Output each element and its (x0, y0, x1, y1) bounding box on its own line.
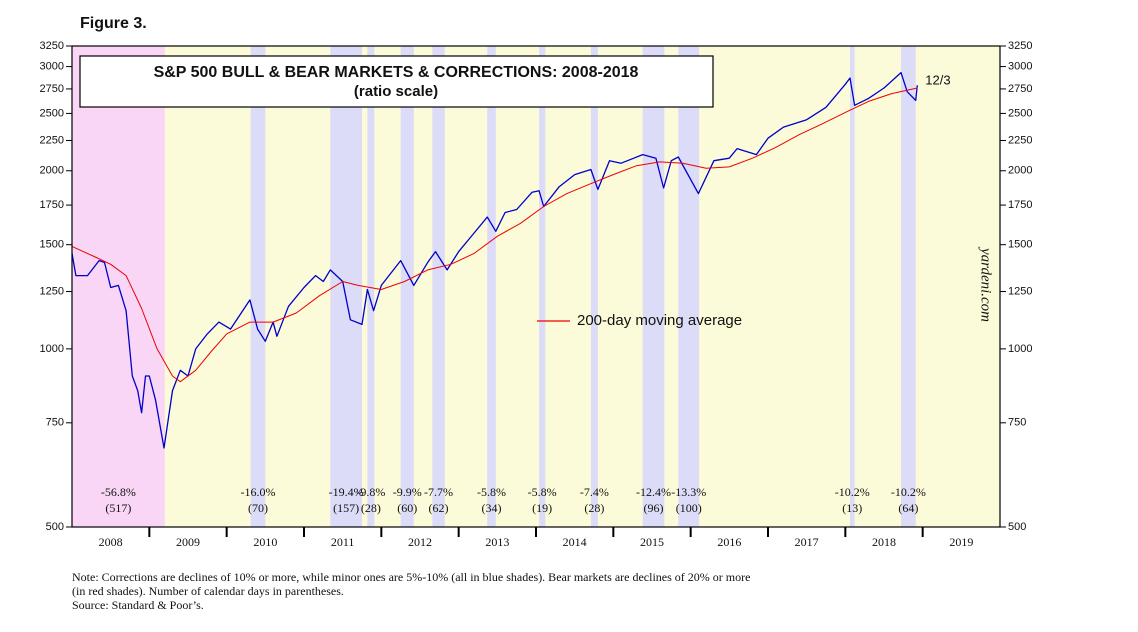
bull-background (72, 46, 1000, 527)
decline-label: -5.8% (528, 485, 557, 499)
days-label: (64) (898, 501, 918, 515)
x-tick-label: 2019 (949, 535, 973, 549)
plot-area: -56.8% (517) -16.0% (70) -19.4% (157) -9.8% (28… (40, 40, 1033, 549)
days-label: (28) (361, 501, 381, 515)
correction-shade (487, 46, 496, 527)
end-label: 12/3 (925, 73, 950, 88)
correction-shade (539, 46, 546, 527)
plot-frame (71, 45, 1001, 528)
y-tick-label: 2250 (40, 134, 64, 146)
days-label: (13) (842, 501, 862, 515)
x-tick-label: 2013 (485, 535, 509, 549)
days-label: (28) (584, 501, 604, 515)
days-label: (96) (644, 501, 664, 515)
y2-tick-label: 2500 (1008, 107, 1032, 119)
days-label: (19) (532, 501, 552, 515)
y2-tick-label: 1250 (1008, 285, 1032, 297)
title-box (79, 55, 714, 108)
correction-shade (250, 46, 266, 527)
y2-tick-label: 2250 (1008, 134, 1032, 146)
decline-label: -9.8% (356, 485, 385, 499)
y2-tick-label: 2750 (1008, 83, 1032, 95)
correction-shade (642, 46, 665, 527)
x-tick-label: 2008 (99, 535, 123, 549)
x-tick-label: 2010 (253, 535, 277, 549)
y-tick-label: 3250 (40, 40, 64, 52)
correction-shade (901, 46, 916, 527)
correction-shade (590, 46, 598, 527)
note: (in red shades). Number of calendar days… (72, 584, 344, 598)
decline-label: -12.4% (636, 485, 671, 499)
days-label: (34) (482, 501, 502, 515)
y2-tick-label: 750 (1008, 417, 1026, 429)
y2-tick-label: 2000 (1008, 165, 1032, 177)
decline-label: -16.0% (240, 485, 275, 499)
y2-tick-label: 3000 (1008, 60, 1032, 72)
y-tick-label: 2750 (40, 83, 64, 95)
correction-shade (849, 46, 855, 527)
decline-label: -19.4% (329, 485, 364, 499)
x-tick-label: 2009 (176, 535, 200, 549)
source-mark: yardeni.com (978, 246, 994, 322)
series-line (71, 87, 918, 383)
y2-tick-label: 1500 (1008, 239, 1032, 251)
x-tick-label: 2012 (408, 535, 432, 549)
y-tick-label: 1250 (40, 285, 64, 297)
correction-shade (367, 46, 375, 527)
decline-label: -5.8% (477, 485, 506, 499)
correction-shade (400, 46, 414, 527)
x-tick-label: 2011 (331, 535, 355, 549)
days-label: (157) (333, 501, 359, 515)
x-tick-label: 2014 (563, 535, 587, 549)
x-tick-label: 2015 (640, 535, 664, 549)
note: Note: Corrections are declines of 10% or… (72, 570, 750, 584)
decline-label: -56.8% (101, 485, 136, 499)
days-label: (100) (676, 501, 702, 515)
y-tick-label: 2500 (40, 107, 64, 119)
days-label: (62) (429, 501, 449, 515)
chart-subtitle: (ratio scale) (354, 83, 438, 100)
series-line (71, 71, 918, 449)
note: Source: Standard & Poor’s. (72, 598, 204, 612)
y-tick-label: 1000 (40, 343, 64, 355)
decline-label: -9.9% (393, 485, 422, 499)
days-label: (70) (248, 501, 268, 515)
correction-shade (678, 46, 700, 527)
x-tick-label: 2018 (872, 535, 896, 549)
x-tick-label: 2017 (795, 535, 819, 549)
y-tick-label: 3000 (40, 60, 64, 72)
correction-shade (330, 46, 362, 527)
days-label: (517) (105, 501, 131, 515)
legend-label: 200-day moving average (577, 312, 742, 329)
y-tick-label: 750 (46, 417, 64, 429)
decline-label: -10.2% (835, 485, 870, 499)
y-tick-label: 1500 (40, 239, 64, 251)
y-tick-label: 2000 (40, 165, 64, 177)
decline-label: -7.4% (580, 485, 609, 499)
decline-label: -7.7% (424, 485, 453, 499)
decline-label: -10.2% (891, 485, 926, 499)
figure-label: Figure 3. (80, 15, 147, 32)
y2-tick-label: 3250 (1008, 40, 1032, 52)
decline-label: -13.3% (671, 485, 706, 499)
y-tick-label: 1750 (40, 199, 64, 211)
y-tick-label: 500 (46, 521, 64, 533)
y2-tick-label: 500 (1008, 521, 1026, 533)
x-tick-label: 2016 (717, 535, 741, 549)
y2-tick-label: 1750 (1008, 199, 1032, 211)
correction-shade (432, 46, 445, 527)
days-label: (60) (397, 501, 417, 515)
chart-title: S&P 500 BULL & BEAR MARKETS & CORRECTION… (154, 64, 639, 81)
y2-tick-label: 1000 (1008, 343, 1032, 355)
